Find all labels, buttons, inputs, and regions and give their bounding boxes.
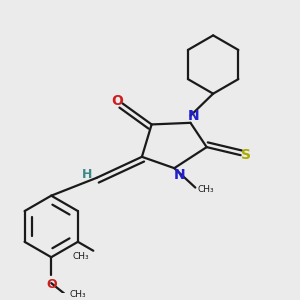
Text: O: O bbox=[46, 278, 56, 291]
Text: N: N bbox=[173, 168, 185, 182]
Text: S: S bbox=[242, 148, 251, 162]
Text: H: H bbox=[82, 168, 93, 181]
Text: CH₃: CH₃ bbox=[198, 185, 214, 194]
Text: CH₃: CH₃ bbox=[69, 290, 86, 299]
Text: N: N bbox=[187, 109, 199, 123]
Text: CH₃: CH₃ bbox=[73, 252, 89, 261]
Text: O: O bbox=[112, 94, 124, 108]
